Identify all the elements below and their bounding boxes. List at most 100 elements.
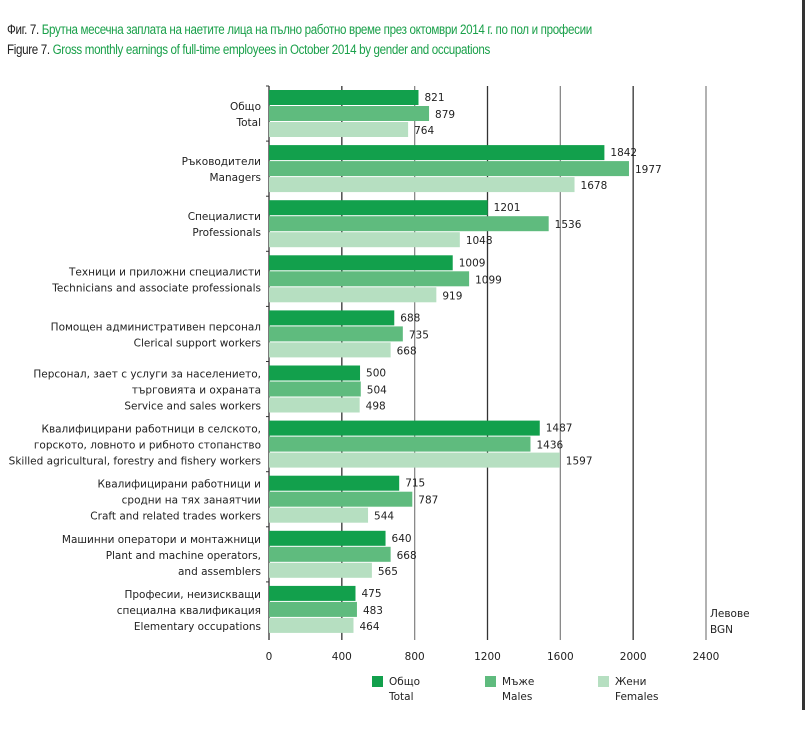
category-label: търговията и охраната (132, 385, 261, 397)
bar (269, 216, 549, 232)
legend-label: Males (502, 691, 532, 703)
category-label: Машинни оператори и монтажници (62, 534, 261, 546)
page-border (802, 0, 805, 710)
category-label: Ръководители (182, 156, 261, 168)
bar (269, 617, 354, 633)
bar (269, 177, 575, 193)
bar (269, 145, 605, 161)
x-tick-label: 400 (332, 651, 352, 663)
data-label: 1536 (555, 219, 582, 231)
category-label: and assemblers (178, 566, 261, 578)
data-label: 715 (405, 478, 425, 490)
legend-label: Females (615, 691, 658, 703)
data-label: 879 (435, 109, 455, 121)
figure-number-bg: Фиг. 7. (7, 22, 39, 37)
bar (269, 530, 386, 546)
category-label: Специалисти (188, 211, 261, 223)
title-text-bg: Брутна месечна заплата на наетите лица н… (41, 22, 592, 37)
data-label: 500 (366, 368, 386, 380)
data-label: 821 (424, 92, 444, 104)
data-label: 475 (361, 588, 381, 600)
category-label: Plant and machine operators, (106, 550, 261, 562)
unit-label: BGN (710, 624, 733, 636)
category-label: горското, ловното и рибното стопанство (34, 440, 261, 452)
legend-label: Total (388, 691, 414, 703)
data-label: 640 (392, 533, 412, 545)
bar (269, 90, 419, 105)
data-label: 764 (414, 125, 434, 137)
category-label: Professionals (192, 227, 261, 239)
bar (269, 562, 372, 578)
bar (269, 200, 488, 216)
bar (269, 310, 395, 326)
bar (269, 232, 460, 248)
data-label: 1977 (635, 164, 662, 176)
category-label: Skilled agricultural, forestry and fishe… (9, 456, 261, 468)
category-label: Помощен административен персонал (51, 321, 261, 333)
x-tick-label: 800 (405, 651, 425, 663)
title-en: Figure 7. Gross monthly earnings of full… (7, 42, 490, 57)
legend-swatch (372, 676, 383, 687)
bar (269, 326, 403, 342)
bar (269, 452, 560, 468)
bar (269, 342, 391, 358)
title-text-en: Gross monthly earnings of full-time empl… (52, 42, 491, 57)
title-bg: Фиг. 7. Брутна месечна заплата на наетит… (7, 22, 592, 37)
bar (269, 271, 470, 287)
category-label: Service and sales workers (124, 401, 261, 413)
category-label: Technicians and associate professionals (51, 282, 261, 294)
bar (269, 601, 357, 617)
bar (269, 491, 413, 507)
data-label: 1201 (494, 202, 521, 214)
bar (269, 161, 629, 177)
category-label: Квалифицирани работници в селското, (41, 424, 261, 436)
data-label: 544 (374, 511, 394, 523)
category-label: специална квалификация (117, 605, 261, 617)
category-label: Clerical support workers (134, 337, 261, 349)
legend-swatch (485, 676, 496, 687)
category-label: Managers (210, 172, 262, 184)
category-label: Персонал, зает с услуги за населението, (33, 369, 261, 381)
data-label: 668 (397, 550, 417, 562)
bar (269, 287, 437, 303)
legend-label: Мъже (502, 676, 534, 688)
bar (269, 397, 360, 413)
data-label: 1487 (546, 423, 573, 435)
x-tick-label: 1600 (547, 651, 574, 663)
legend-label: Общо (389, 676, 420, 688)
data-label: 464 (359, 621, 379, 633)
bar (269, 507, 369, 523)
bar (269, 420, 540, 436)
category-label: сродни на тях занаятчии (122, 495, 261, 507)
data-label: 483 (363, 605, 383, 617)
data-label: 1436 (536, 440, 563, 452)
data-label: 498 (366, 401, 386, 413)
bar (269, 546, 391, 562)
x-tick-label: 1200 (474, 651, 501, 663)
category-label: Професии, неизискващи (124, 589, 261, 601)
data-label: 1597 (566, 456, 593, 468)
bar (269, 436, 531, 452)
data-label: 668 (397, 345, 417, 357)
unit-label: Левове (710, 608, 750, 620)
bar (269, 106, 430, 121)
bar (269, 475, 400, 491)
category-label: Общо (230, 101, 261, 113)
bar (269, 585, 356, 601)
data-label: 919 (442, 290, 462, 302)
data-label: 735 (409, 329, 429, 341)
category-label: Total (235, 117, 261, 129)
bar (269, 122, 409, 137)
x-tick-label: 2000 (620, 651, 647, 663)
data-label: 1048 (466, 235, 493, 247)
category-label: Elementary occupations (134, 621, 261, 633)
data-label: 1099 (475, 274, 502, 286)
category-label: Craft and related trades workers (90, 511, 261, 523)
category-label: Квалифицирани работници и (98, 479, 261, 491)
bar (269, 381, 361, 397)
figure-number-en: Figure 7. (7, 42, 50, 57)
data-label: 504 (367, 385, 387, 397)
data-label: 1842 (610, 147, 637, 159)
x-tick-label: 2400 (693, 651, 720, 663)
